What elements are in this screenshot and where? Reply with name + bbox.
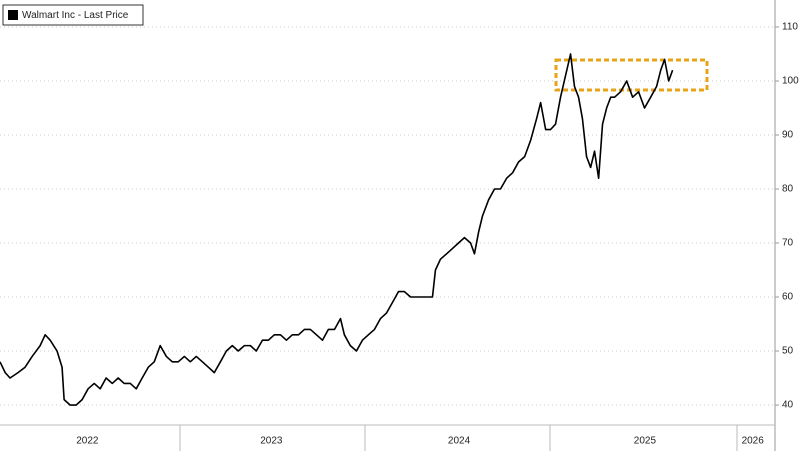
y-tick-label: 50 (782, 346, 794, 357)
x-tick-label: 2022 (76, 436, 99, 447)
legend: Walmart Inc - Last Price (2, 4, 144, 26)
y-tick-label: 110 (782, 22, 798, 33)
y-tick-label: 90 (782, 130, 794, 141)
highlight-box (554, 58, 709, 92)
x-tick-label: 2023 (260, 436, 283, 447)
y-tick-label: 60 (782, 292, 794, 303)
x-tick-label: 2025 (634, 436, 657, 447)
x-tick-label: 2024 (448, 436, 471, 447)
legend-label: Walmart Inc - Last Price (22, 10, 129, 21)
price-line (0, 53, 674, 406)
y-tick-label: 40 (782, 400, 794, 411)
x-tick-label: 2026 (742, 436, 765, 447)
legend-swatch (8, 10, 18, 20)
y-tick-label: 80 (782, 184, 794, 195)
y-tick-label: 70 (782, 238, 794, 249)
legend-box (2, 4, 144, 26)
y-tick-label: 100 (782, 76, 799, 87)
